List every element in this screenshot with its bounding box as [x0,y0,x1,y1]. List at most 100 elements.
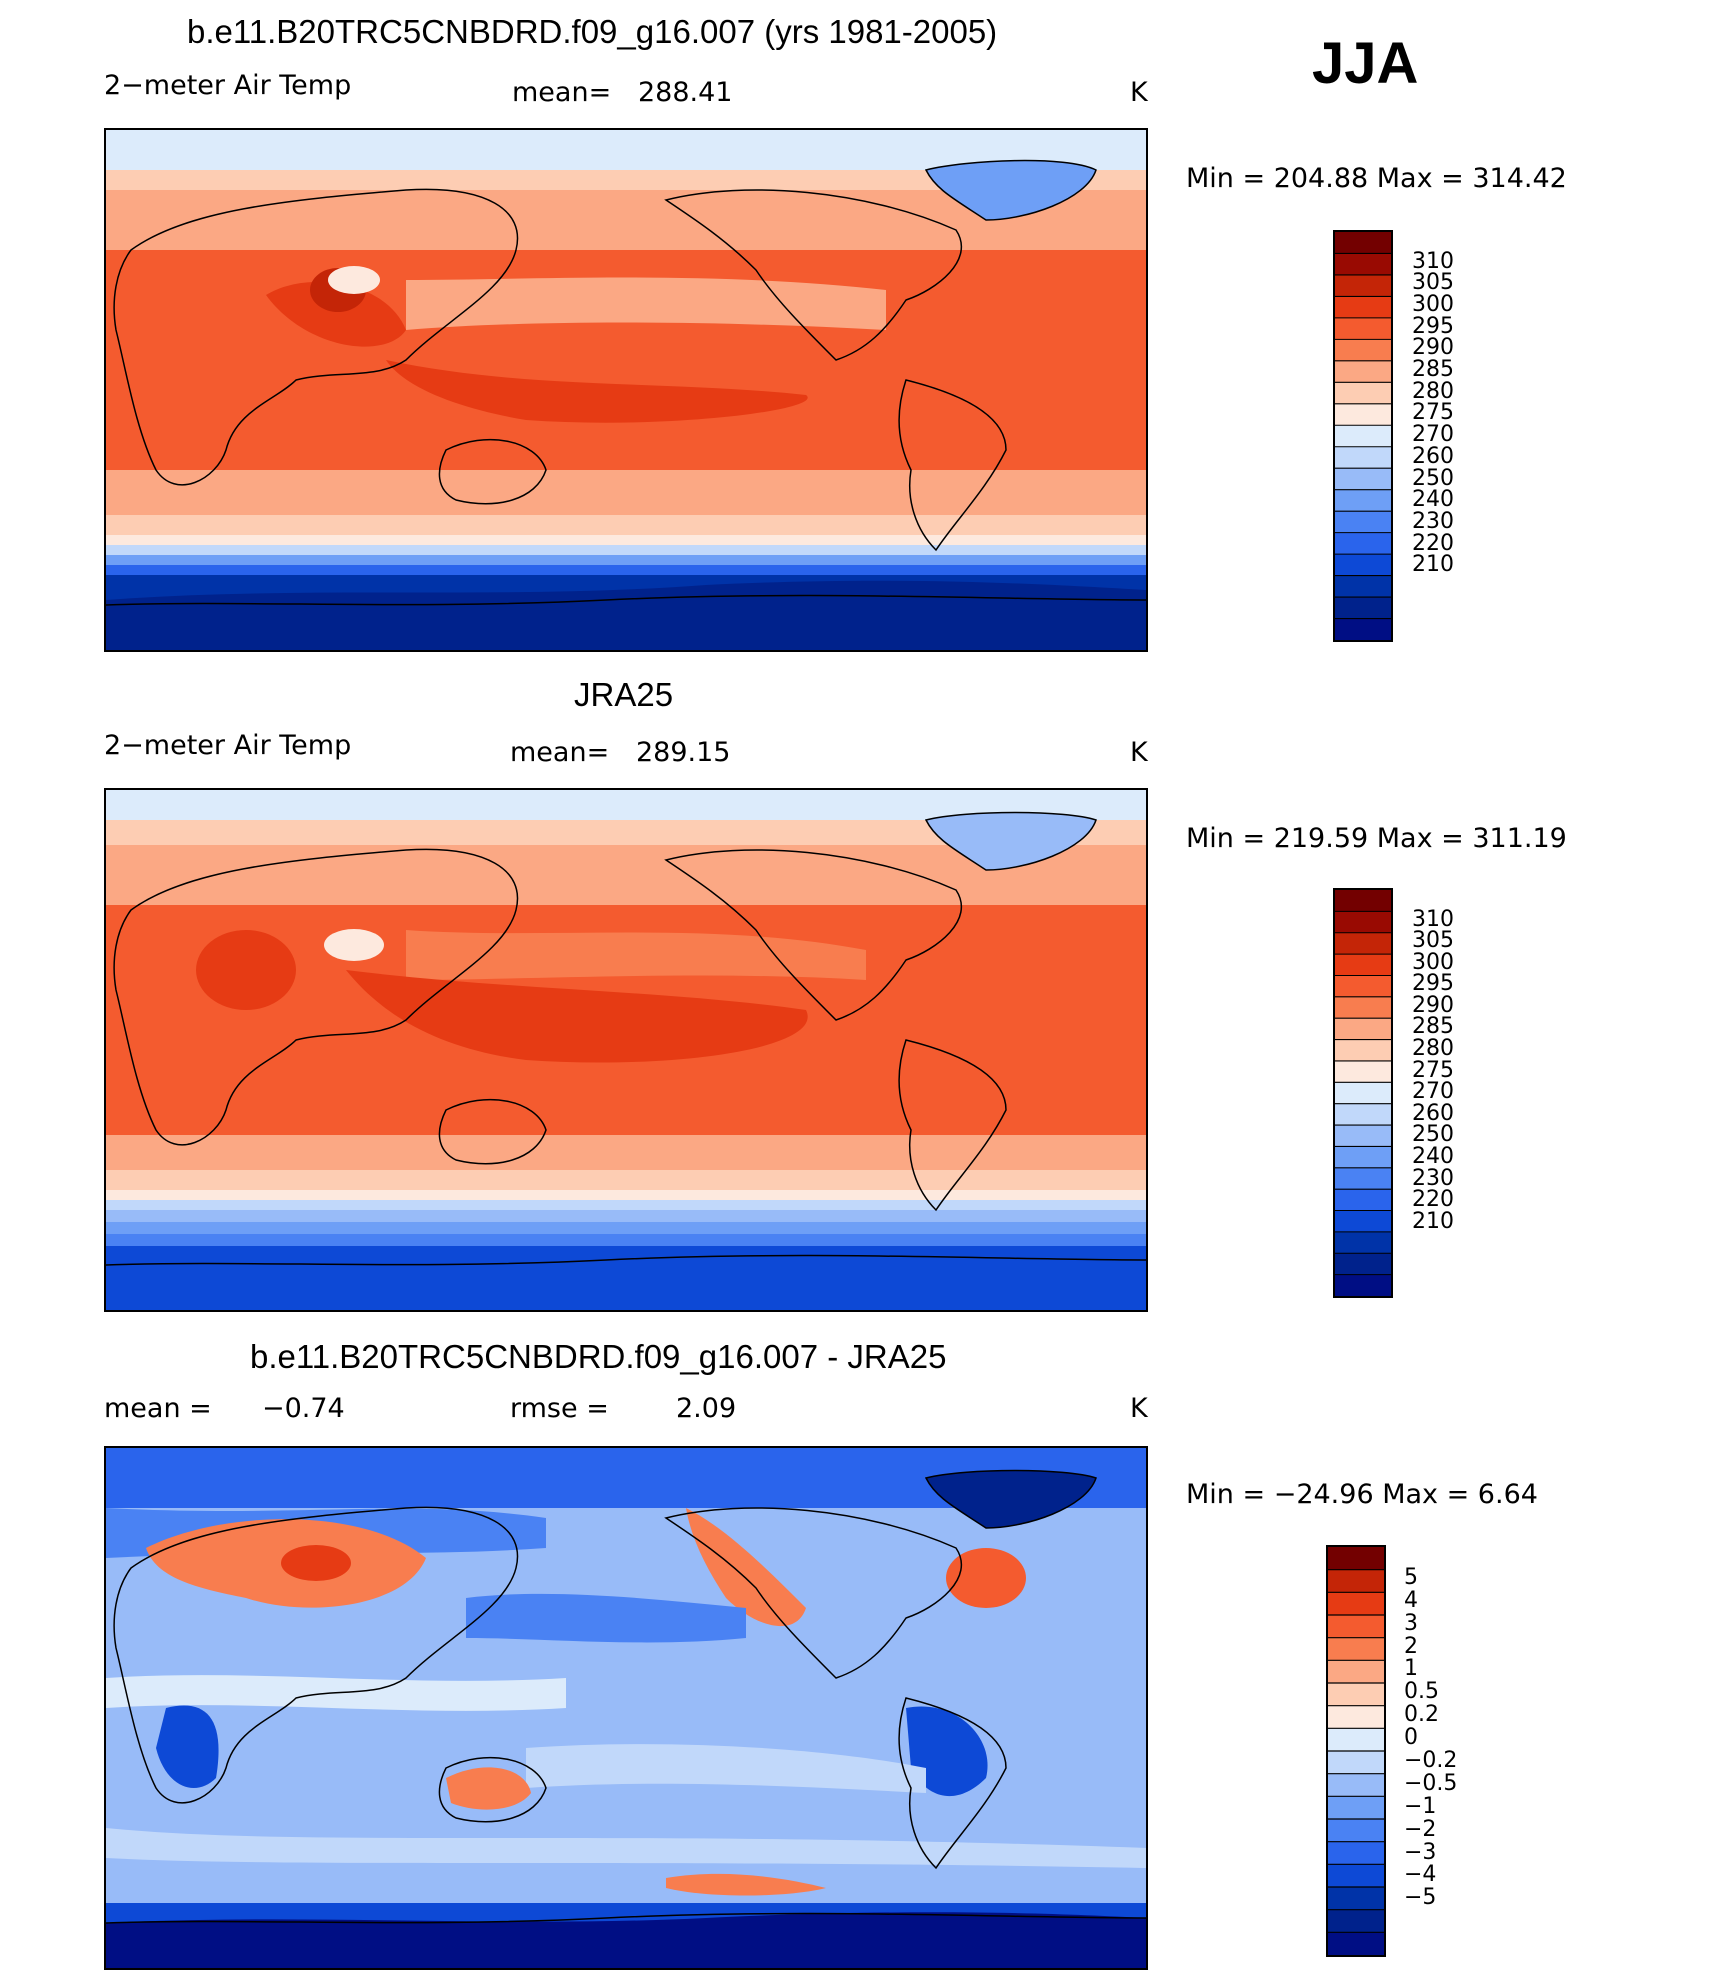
colorbar-tick-label: −5 [1404,1885,1437,1911]
colorbar-tick-label: 300 [1412,292,1454,318]
colorbar-segment [1335,403,1391,426]
panel3-title: b.e11.B20TRC5CNBDRD.f09_g16.007 - JRA25 [250,1338,947,1375]
colorbar-tick-label: −2 [1404,1816,1437,1842]
panel3-units: K [1130,1393,1148,1424]
colorbar-segment [1335,554,1391,577]
colorbar-segment [1328,1569,1384,1593]
colorbar-segment [1335,932,1391,955]
colorbar-segment [1335,975,1391,998]
colorbar-segment [1335,1210,1391,1233]
colorbar-segment [1335,954,1391,976]
colorbar-segment [1335,1082,1391,1105]
colorbar-segment [1328,1751,1384,1775]
colorbar-segment [1335,1253,1391,1276]
colorbar-segment [1335,911,1391,934]
colorbar-tick-label: 230 [1412,1165,1454,1191]
panel1-mean-value: 288.41 [638,77,733,108]
colorbar-segment [1335,489,1391,512]
colorbar-tick-label: −3 [1404,1839,1437,1865]
season-label: JJA [1312,31,1419,96]
colorbar-segment [1335,339,1391,362]
colorbar-tick-label: 220 [1412,1187,1454,1213]
colorbar-tick-label: 275 [1412,400,1454,426]
panel3-rmse-value: 2.09 [676,1393,737,1424]
panel1-colorbar-svg [1335,232,1391,640]
colorbar-segment [1328,1592,1384,1616]
colorbar-tick-label: 5 [1404,1564,1418,1590]
panel1-map [104,128,1148,652]
colorbar-tick-label: 4 [1404,1587,1418,1613]
colorbar-tick-label: 220 [1412,530,1454,556]
colorbar-tick-label: 290 [1412,992,1454,1018]
colorbar-tick-label: 310 [1412,248,1454,274]
colorbar-tick-label: 1 [1404,1656,1418,1682]
panel2-mean-label: mean= [510,737,610,768]
panel2-mean-value: 289.15 [636,737,731,768]
colorbar-segment [1335,1167,1391,1190]
colorbar-segment [1335,253,1391,276]
colorbar-segment [1335,232,1391,254]
colorbar-tick-label: 310 [1412,906,1454,932]
colorbar-tick-label: 270 [1412,1079,1454,1105]
colorbar-segment [1335,446,1391,469]
panel2-colorbar [1333,888,1393,1298]
colorbar-segment [1335,1189,1391,1211]
colorbar-segment [1335,575,1391,598]
colorbar-segment [1328,1728,1384,1752]
colorbar-segment [1335,890,1391,912]
colorbar-tick-label: 3 [1404,1610,1418,1636]
colorbar-segment [1328,1887,1384,1911]
colorbar-segment [1335,996,1391,1019]
colorbar-tick-label: 2 [1404,1633,1418,1659]
colorbar-segment [1328,1819,1384,1843]
colorbar-tick-label: 280 [1412,1036,1454,1062]
panel3-rmse-label: rmse = [510,1393,609,1424]
colorbar-tick-label: 240 [1412,487,1454,513]
colorbar-segment [1335,1039,1391,1062]
colorbar-tick-label: 250 [1412,465,1454,491]
panel2-variable: 2−meter Air Temp [104,730,352,761]
panel2-title: JRA25 [574,676,674,713]
colorbar-segment [1335,1231,1391,1254]
panel1-minmax: Min = 204.88 Max = 314.42 [1186,163,1567,194]
colorbar-segment [1335,1125,1391,1147]
colorbar-tick-label: 240 [1412,1143,1454,1169]
panel1-units: K [1130,77,1148,108]
colorbar-tick-label: 305 [1412,270,1454,296]
colorbar-segment [1335,468,1391,491]
colorbar-segment [1335,382,1391,405]
panel2-minmax: Min = 219.59 Max = 311.19 [1186,823,1567,854]
panel1-title: b.e11.B20TRC5CNBDRD.f09_g16.007 (yrs 198… [187,13,998,50]
panel3-mean-label: mean = [104,1393,212,1424]
colorbar-tick-label: −1 [1404,1793,1437,1819]
colorbar-tick-label: 295 [1412,313,1454,339]
colorbar-tick-label: 290 [1412,335,1454,361]
colorbar-tick-label: 285 [1412,357,1454,383]
colorbar-segment [1328,1660,1384,1684]
colorbar-segment [1335,597,1391,619]
colorbar-segment [1328,1909,1384,1933]
colorbar-segment [1335,274,1391,297]
colorbar-segment [1335,532,1391,555]
colorbar-segment [1328,1841,1384,1865]
colorbar-tick-label: 210 [1412,1208,1454,1234]
colorbar-segment [1328,1615,1384,1639]
colorbar-tick-label: 0.2 [1404,1702,1439,1728]
colorbar-segment [1328,1705,1384,1729]
colorbar-tick-label: 260 [1412,443,1454,469]
colorbar-segment [1328,1683,1384,1707]
panel3-mean-value: −0.74 [262,1393,345,1424]
colorbar-tick-label: 0.5 [1404,1679,1439,1705]
colorbar-segment [1328,1864,1384,1888]
colorbar-segment [1335,317,1391,340]
colorbar-segment [1328,1547,1384,1571]
colorbar-segment [1335,1103,1391,1126]
panel3-minmax: Min = −24.96 Max = 6.64 [1186,1479,1538,1510]
panel2-units: K [1130,737,1148,768]
panel3-colorbar [1326,1545,1386,1957]
colorbar-segment [1335,296,1391,319]
panel1-mean-label: mean= [512,77,612,108]
colorbar-tick-label: 260 [1412,1100,1454,1126]
panel1-colorbar [1333,230,1393,642]
